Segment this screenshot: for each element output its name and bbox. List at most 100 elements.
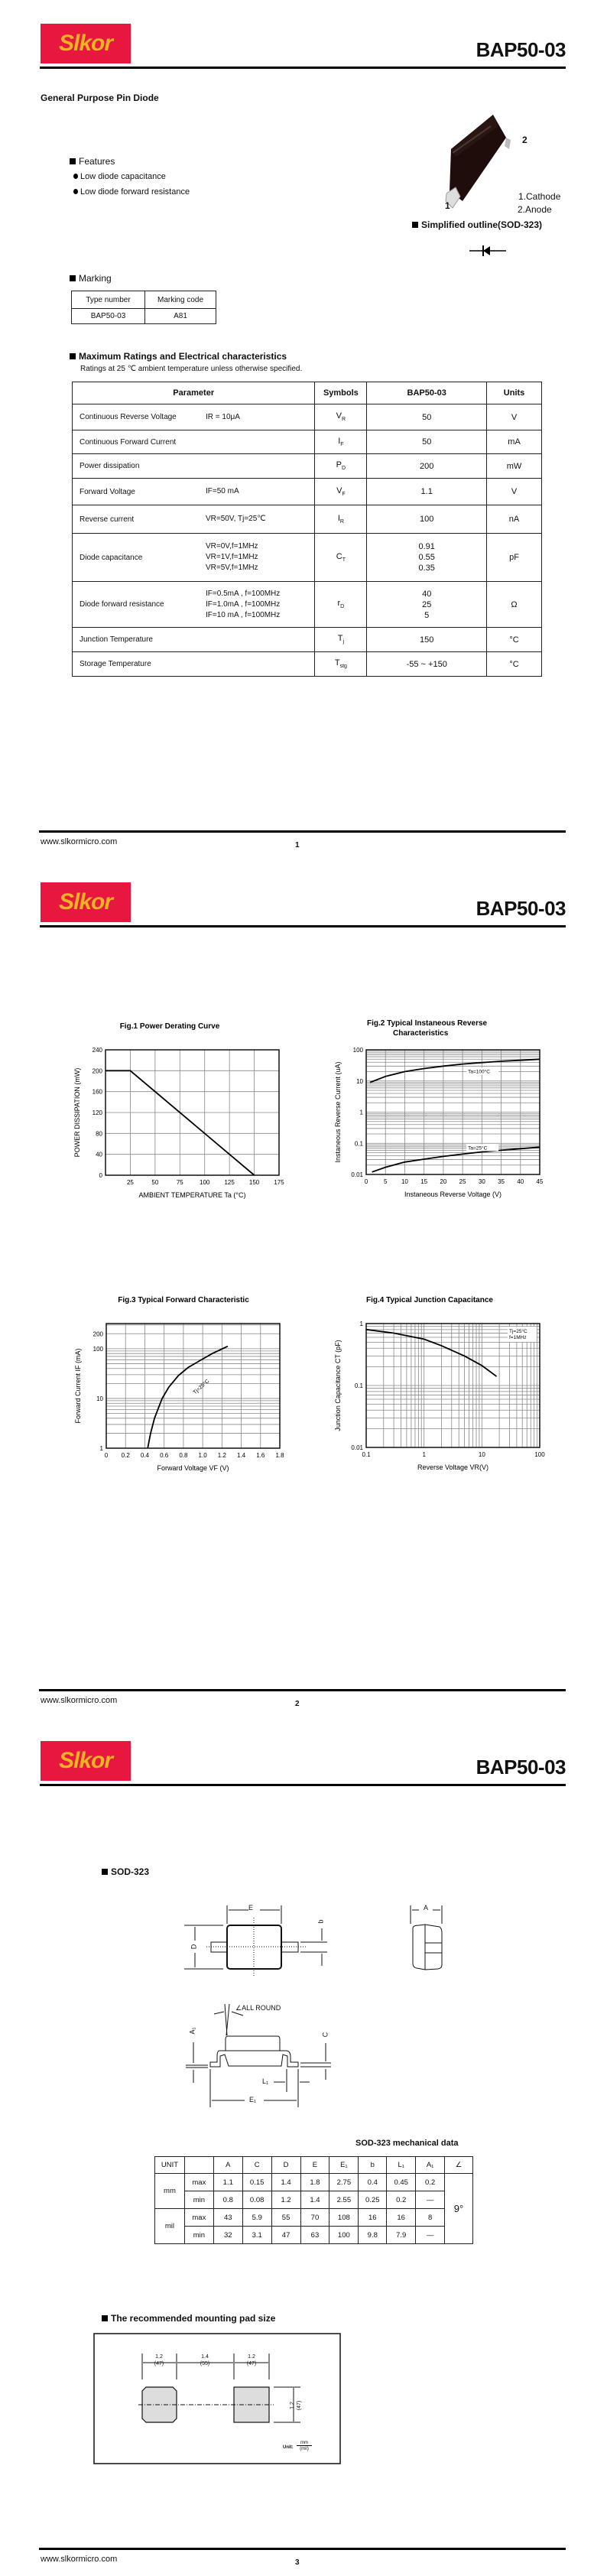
symbol-subscript: j [342, 639, 345, 645]
ratings-note: Ratings at 25 ℃ ambient temperature unle… [80, 365, 303, 373]
x-tick-label: 25 [127, 1179, 134, 1186]
pad-dim-label: 1.2 (47) [144, 2353, 174, 2367]
page-number: 3 [295, 2558, 300, 2567]
pad-dim-mm: 1.2 [248, 2354, 255, 2360]
symbol: T [334, 658, 340, 668]
dim-label-e: E [248, 1904, 254, 1912]
page-number: 2 [295, 1700, 300, 1708]
ratings-row: Forward Voltage IF=50 mA VF 1.1 V [71, 478, 542, 505]
parameter-name: Reverse current [80, 515, 135, 524]
symbol-subscript: T [342, 557, 346, 564]
page-number: 1 [295, 841, 300, 849]
limit-cell: max [183, 2173, 214, 2191]
value-cell: 40 25 5 [366, 581, 488, 628]
y-tick-label: 80 [96, 1130, 102, 1137]
symbol-subscript: D [340, 604, 345, 610]
x-axis-label: Instaneous Reverse Voltage (V) [404, 1191, 502, 1198]
footer-rule [39, 2548, 566, 2550]
x-tick-label: 100 [200, 1179, 210, 1186]
characteristic-charts: 25 50 75 100 125 150 17504080120160200240AMBIE… [73, 1019, 545, 1472]
x-tick-label: 125 [224, 1179, 235, 1186]
dim-label-e1: E₁ [249, 2096, 257, 2103]
value-cell: 50 [366, 404, 488, 430]
symbol-cell: Tj [314, 627, 368, 652]
x-axis-label: Reverse Voltage VR(V) [417, 1463, 489, 1471]
symbol-subscript: D [342, 466, 346, 472]
value-cell: 100 [366, 505, 488, 534]
col-parameter: Parameter [71, 382, 316, 404]
dim-value-cell: 0.45 [386, 2173, 417, 2191]
series-line [369, 1058, 540, 1083]
side-view [410, 1905, 443, 1970]
top-view [184, 1905, 327, 1977]
feature-item: Low diode capacitance [73, 172, 166, 181]
ratings-heading: Maximum Ratings and Electrical character… [70, 351, 287, 362]
marking-table: Type number Marking code BAP50-03 A81 [71, 291, 216, 324]
plot-frame [105, 1323, 281, 1449]
mech-col-header: L₁ [386, 2156, 417, 2174]
symbol: V [336, 486, 342, 495]
mech-data-title: SOD-323 mechanical data [355, 2139, 459, 2148]
parameter-cell: Continuous Forward Current [71, 430, 316, 454]
footer-rule [39, 830, 566, 833]
symbol-cell: VF [314, 478, 368, 505]
anode-label: 2.Anode [518, 204, 552, 215]
unit-cell: V [486, 478, 542, 505]
limit-cell: max [183, 2208, 214, 2227]
mech-col-header: E₁ [329, 2156, 359, 2174]
part-number-title: BAP50-03 [476, 1756, 566, 1779]
x-tick-label: 10 [401, 1178, 408, 1185]
y-tick-label: 200 [93, 1330, 104, 1337]
x-tick-label: 10 [479, 1451, 485, 1458]
mounting-pad-drawing [93, 2333, 341, 2464]
symbol-cell: VR [314, 404, 368, 430]
dim-value-cell: 1.8 [300, 2173, 330, 2191]
condition-text: VR=1V,f=1MHz [206, 553, 258, 561]
value-text: 0.91 [418, 542, 435, 551]
y-tick-label: 100 [93, 1346, 104, 1353]
x-tick-label: 150 [249, 1179, 260, 1186]
ratings-row: Reverse current VR=50V, Tj=25℃ IR 100 nA [71, 505, 542, 534]
footer-rule [39, 1689, 566, 1691]
symbol-subscript: R [339, 519, 344, 525]
slkor-logo: Slkor [41, 24, 131, 63]
condition-text: IF=0.5mA , f=100MHz [206, 589, 281, 598]
pad-dim-mm: 1.4 [201, 2354, 209, 2360]
footer-url: www.slkormicro.com [41, 2555, 118, 2564]
dim-value-cell: 1.2 [271, 2191, 301, 2209]
dim-value-cell: — [415, 2191, 446, 2209]
y-tick-label: 0.01 [351, 1171, 363, 1178]
value-cell: 0.91 0.55 0.35 [366, 533, 488, 582]
marking-heading: Marking [70, 273, 112, 284]
parameter-cell: Power dissipation [71, 453, 316, 479]
chart-fig-1: 25 50 75 100 125 150 175 0 40 80 120 160 200 240 AMBIE… [73, 1022, 284, 1199]
sod323-heading: SOD-323 [102, 1866, 149, 1877]
dim-value-cell: 2.55 [329, 2191, 359, 2209]
parameter-cell: Continuous Reverse Voltage IR = 10μA [71, 404, 316, 430]
parameter-cell: Diode forward resistance IF=0.5mA , f=100… [71, 581, 316, 628]
chart-title: Characteristics [393, 1029, 449, 1038]
dim-label-l1: L₁ [262, 2077, 269, 2085]
x-tick-label: 1.4 [237, 1452, 246, 1459]
x-tick-label: 45 [537, 1178, 544, 1185]
series-label: Ta=100°C [468, 1069, 490, 1075]
dim-value-cell: 2.75 [329, 2173, 359, 2191]
ratings-row: Storage Temperature Tstg -55 ~ +150 °C [71, 651, 542, 677]
symbol: C [336, 551, 342, 561]
x-tick-label: 40 [517, 1178, 524, 1185]
dim-value-cell: 0.08 [242, 2191, 272, 2209]
header-rule [40, 67, 566, 69]
dim-value-cell: 3.1 [242, 2226, 272, 2244]
parameter-name: Diode capacitance [80, 553, 143, 562]
footer-url: www.slkormicro.com [41, 1696, 118, 1705]
y-axis-label: Junction Capacitance CT (pF) [334, 1340, 342, 1431]
unit-cell: pF [486, 533, 542, 582]
x-tick-label: 1 [422, 1451, 426, 1458]
parameter-name: Storage Temperature [80, 660, 151, 668]
symbol-cell: IF [314, 430, 368, 454]
x-tick-label: 30 [479, 1178, 485, 1185]
condition-text: IR = 10μA [206, 412, 240, 421]
unit-cell: nA [486, 505, 542, 534]
dim-value-cell: 7.9 [386, 2226, 417, 2244]
dim-value-cell: 0.15 [242, 2173, 272, 2191]
